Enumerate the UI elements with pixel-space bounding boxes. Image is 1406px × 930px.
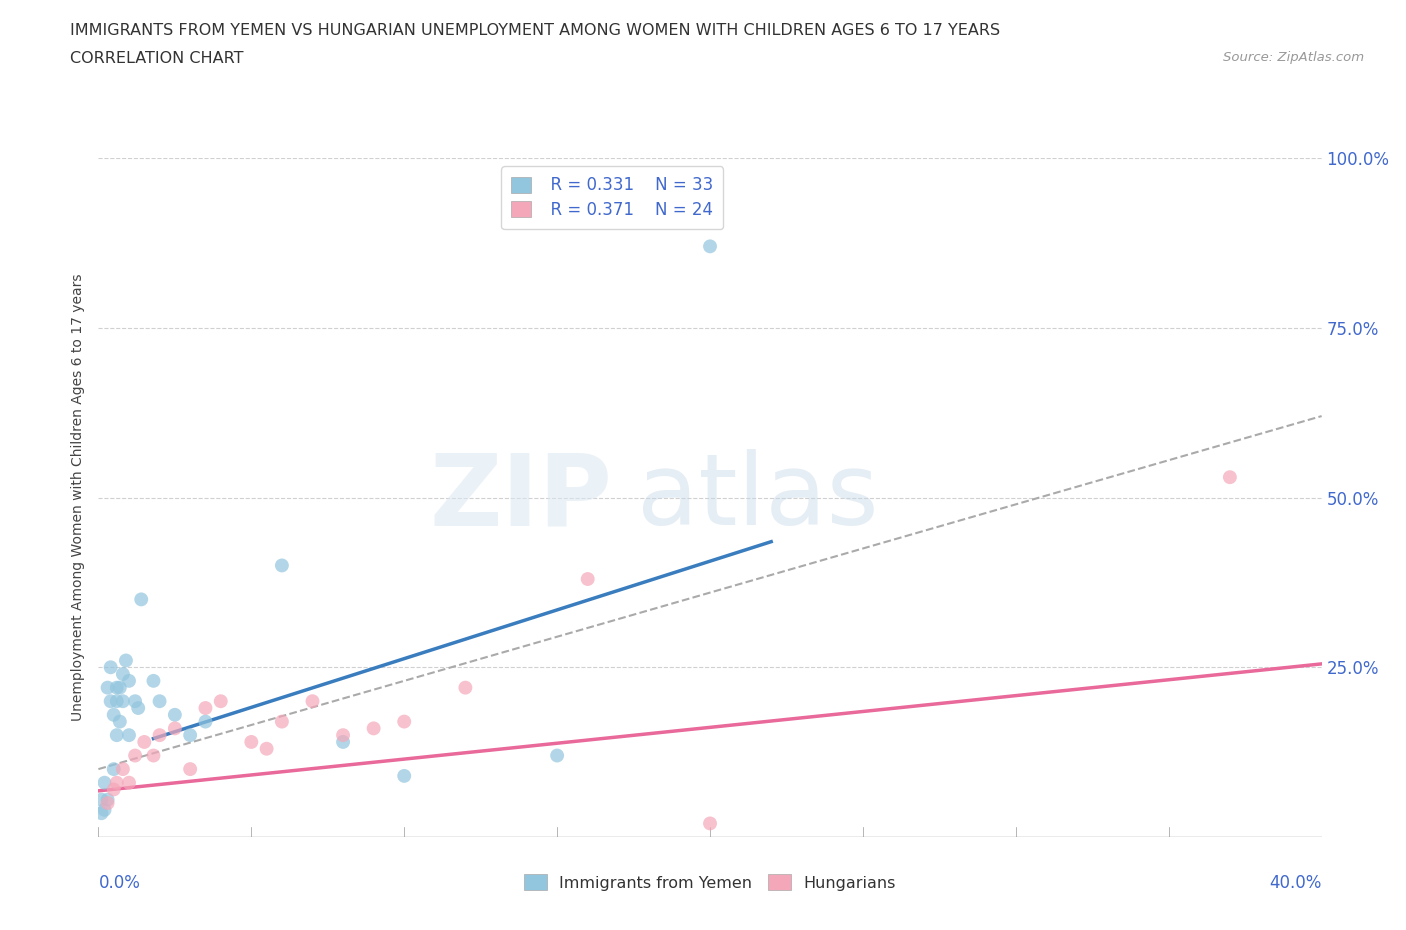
Point — [240, 735, 263, 750]
Point — [118, 673, 141, 688]
Point — [118, 727, 141, 742]
Point — [100, 660, 122, 675]
Point — [97, 792, 120, 807]
Point — [127, 700, 149, 715]
Y-axis label: Unemployment Among Women with Children Ages 6 to 17 years: Unemployment Among Women with Children A… — [72, 273, 86, 722]
Point — [93, 776, 115, 790]
Point — [90, 792, 112, 807]
Point — [105, 694, 128, 709]
Text: 0.0%: 0.0% — [98, 874, 141, 893]
Point — [105, 727, 128, 742]
Point — [111, 762, 134, 777]
Point — [142, 748, 165, 763]
Point — [179, 727, 201, 742]
Point — [90, 805, 112, 820]
Point — [546, 748, 568, 763]
Point — [105, 680, 128, 695]
Point — [129, 592, 152, 607]
Text: Source: ZipAtlas.com: Source: ZipAtlas.com — [1223, 51, 1364, 64]
Point — [115, 653, 138, 668]
Point — [1219, 470, 1241, 485]
Point — [194, 714, 217, 729]
Point — [142, 673, 165, 688]
Point — [134, 735, 156, 750]
Point — [105, 776, 128, 790]
Point — [93, 803, 115, 817]
Point — [301, 694, 323, 709]
Text: 40.0%: 40.0% — [1270, 874, 1322, 893]
Point — [100, 694, 122, 709]
Point — [194, 700, 217, 715]
Point — [124, 694, 146, 709]
Point — [97, 796, 120, 811]
Point — [363, 721, 385, 736]
Point — [454, 680, 477, 695]
Legend: Immigrants from Yemen, Hungarians: Immigrants from Yemen, Hungarians — [517, 868, 903, 897]
Point — [392, 714, 416, 729]
Text: ZIP: ZIP — [429, 449, 612, 546]
Point — [149, 727, 172, 742]
Point — [103, 762, 125, 777]
Point — [103, 782, 125, 797]
Point — [699, 239, 721, 254]
Text: CORRELATION CHART: CORRELATION CHART — [70, 51, 243, 66]
Text: IMMIGRANTS FROM YEMEN VS HUNGARIAN UNEMPLOYMENT AMONG WOMEN WITH CHILDREN AGES 6: IMMIGRANTS FROM YEMEN VS HUNGARIAN UNEMP… — [70, 23, 1001, 38]
Text: atlas: atlas — [637, 449, 879, 546]
Point — [699, 816, 721, 830]
Point — [209, 694, 232, 709]
Point — [270, 714, 292, 729]
Point — [118, 776, 141, 790]
Point — [97, 680, 120, 695]
Point — [111, 667, 134, 682]
Point — [108, 714, 131, 729]
Point — [576, 572, 599, 587]
Point — [392, 768, 416, 783]
Point — [270, 558, 292, 573]
Point — [103, 708, 125, 723]
Point — [256, 741, 278, 756]
Point — [108, 680, 131, 695]
Point — [179, 762, 201, 777]
Point — [111, 694, 134, 709]
Point — [163, 708, 186, 723]
Point — [332, 735, 354, 750]
Point — [149, 694, 172, 709]
Point — [124, 748, 146, 763]
Point — [163, 721, 186, 736]
Point — [332, 727, 354, 742]
